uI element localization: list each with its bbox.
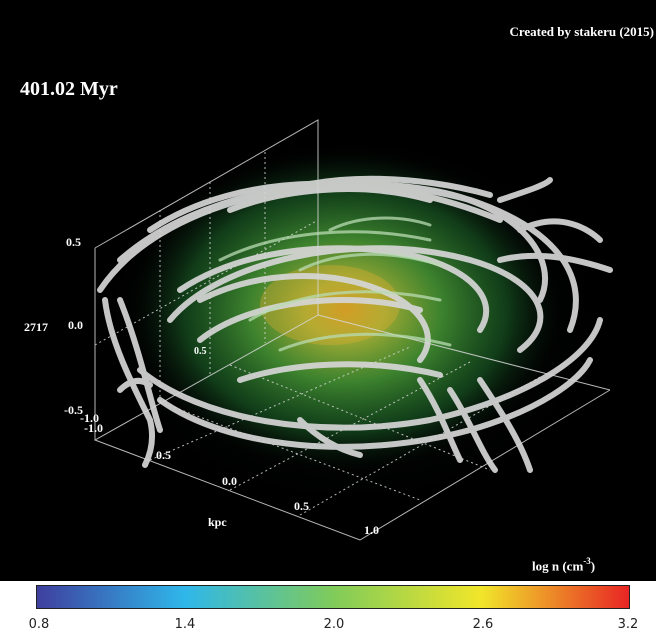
simulation-viewport: Created by stakeru (2015) 401.02 Myr 0.5… xyxy=(0,0,656,581)
front-axis-label: kpc xyxy=(208,515,227,529)
time-label: 401.02 Myr xyxy=(20,78,118,100)
credit-label: Created by stakeru (2015) xyxy=(509,24,654,39)
front-axis-tick: 0.5 xyxy=(294,499,309,513)
colorbar-title-text: log n (cm xyxy=(532,558,584,574)
colorbar-title-exponent: -3 xyxy=(583,556,591,566)
colorbar-tick: 1.4 xyxy=(174,617,196,632)
colorbar-title-close: ) xyxy=(590,558,596,574)
side-axis-tick: 0.0 xyxy=(68,318,83,332)
visualization-graphic xyxy=(80,119,620,541)
colorbar-tick: 3.2 xyxy=(617,617,639,632)
colorbar-title: log n (cm-3) xyxy=(532,556,595,575)
field-lines-thin xyxy=(218,216,452,352)
inner-axis-tick: 0.5 xyxy=(194,346,207,357)
side-axis-tick: 2717 xyxy=(24,320,48,334)
front-axis-tick: -1.0 xyxy=(80,411,99,425)
colorbar xyxy=(36,585,630,609)
front-axis-tick: 0.5 xyxy=(156,448,171,462)
side-axis-tick: 0.5 xyxy=(66,235,81,249)
field-lines xyxy=(97,175,613,473)
side-axis-tick: -0.5 xyxy=(64,403,83,417)
front-axis-tick: 0.0 xyxy=(222,474,237,488)
colorbar-tick: 0.8 xyxy=(28,617,50,632)
colorbar-tick: 2.0 xyxy=(323,617,345,632)
front-axis-tick: -1.0 xyxy=(84,421,103,435)
colorbar-tick: 2.6 xyxy=(472,617,494,632)
front-axis-tick: 1.0 xyxy=(364,523,379,537)
